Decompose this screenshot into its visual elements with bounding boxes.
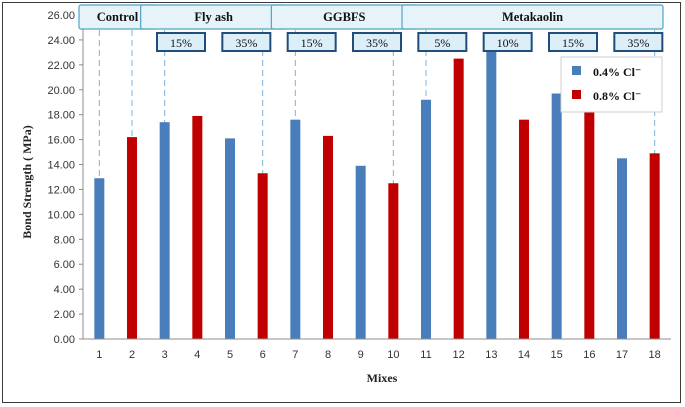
y-tick-label: 14.00 [47, 160, 75, 172]
group-label: Control [97, 10, 139, 24]
subgroup-label: 35% [235, 36, 257, 50]
bar-high-chloride [519, 119, 529, 339]
subgroup-box [156, 32, 206, 52]
subgroup-label: 5% [434, 36, 450, 50]
group-label: Metakaolin [502, 10, 563, 24]
legend: 0.4% Cl⁻ 0.8% Cl⁻ [560, 56, 663, 113]
subgroup-box [352, 32, 402, 52]
x-tick-label: 7 [292, 349, 298, 361]
bar-high-chloride [453, 58, 464, 339]
legend-swatch [572, 66, 581, 75]
y-tick-label: 10.00 [47, 209, 75, 221]
bar-low-chloride [225, 138, 235, 339]
x-tick-label: 2 [129, 349, 135, 361]
bars [94, 44, 660, 340]
subgroup-label: 10% [497, 36, 519, 50]
subgroup-label: 15% [301, 36, 323, 50]
bar-low-chloride [159, 122, 170, 340]
bar-high-chloride [649, 153, 660, 339]
subgroup-label: 15% [170, 36, 192, 50]
x-tick-label: 17 [616, 349, 628, 361]
x-tick-label: 14 [518, 349, 530, 361]
x-axis-title: Mixes [367, 371, 398, 385]
group-label: GGBFS [323, 10, 365, 24]
y-tick-label: 8.00 [54, 234, 75, 246]
bar-low-chloride [355, 165, 366, 339]
bar-low-chloride [421, 99, 431, 339]
y-tick-label: 2.00 [54, 309, 75, 321]
y-tick-labels: 0.00 2.00 4.00 6.00 8.00 10.00 12.00 14.00 16.00… [47, 10, 75, 346]
bar-low-chloride [94, 178, 105, 339]
x-tick-label: 8 [325, 349, 331, 361]
x-tick-labels: 1 2 3 4 5 6 7 8 9 10 11 12 13 14 15 16 17 18 [96, 349, 661, 361]
y-tick-label: 4.00 [54, 284, 75, 296]
legend-label: 0.8% Cl⁻ [593, 89, 641, 103]
bar-high-chloride [257, 173, 268, 339]
subgroup-label: 35% [366, 36, 388, 50]
subgroup-label: 15% [562, 36, 584, 50]
x-tick-label: 13 [485, 349, 497, 361]
x-tick-label: 12 [453, 349, 465, 361]
x-tick-label: 6 [260, 349, 266, 361]
bar-high-chloride [127, 137, 137, 339]
x-tick-label: 5 [227, 349, 233, 361]
bar-low-chloride [486, 44, 497, 340]
x-tick-label: 11 [420, 349, 431, 361]
subgroup-label: 35% [627, 36, 649, 50]
bar-high-chloride [192, 115, 203, 339]
bar-low-chloride [290, 119, 301, 339]
x-tick-label: 3 [162, 349, 168, 361]
subgroup-box [482, 32, 533, 52]
x-tick-label: 9 [358, 349, 364, 361]
x-tick-label: 10 [387, 349, 399, 361]
axes [79, 14, 671, 340]
y-tick-label: 22.00 [47, 60, 75, 72]
x-tick-label: 1 [96, 349, 102, 361]
legend-label: 0.4% Cl⁻ [593, 65, 641, 79]
bar-low-chloride [551, 93, 562, 339]
legend-swatch [572, 90, 581, 99]
bar-high-chloride [388, 183, 399, 339]
subgroup-box [221, 32, 272, 52]
x-tick-label: 18 [649, 349, 661, 361]
x-tick-label: 16 [583, 349, 595, 361]
y-tick-label: 24.00 [47, 35, 75, 47]
group-box [401, 4, 664, 30]
subgroup-box [548, 32, 598, 52]
y-tick-label: 12.00 [47, 184, 75, 196]
y-axis-title: Bond Strength ( MPa) [20, 125, 34, 238]
subgroup-boxes: 15% 35% 15% 35% 5% 10% 15% 35% [156, 32, 664, 52]
bar-high-chloride [584, 103, 595, 339]
x-tick-label: 4 [194, 349, 200, 361]
subgroup-box [286, 32, 337, 52]
group-label: Fly ash [194, 10, 233, 24]
y-tick-label: 16.00 [47, 135, 75, 147]
x-tick-label: 15 [551, 349, 563, 361]
y-tick-label: 0.00 [54, 334, 75, 346]
y-tick-label: 20.00 [47, 85, 75, 97]
y-tick-label: 6.00 [54, 259, 75, 271]
bar-high-chloride [323, 135, 333, 339]
group-boxes: Control Fly ash GGBFS Metakaolin [78, 4, 664, 30]
bar-low-chloride [617, 158, 627, 339]
y-tick-label: 18.00 [47, 110, 75, 122]
y-tick-label: 26.00 [47, 10, 75, 22]
subgroup-box [417, 32, 468, 52]
subgroup-box [613, 32, 664, 52]
